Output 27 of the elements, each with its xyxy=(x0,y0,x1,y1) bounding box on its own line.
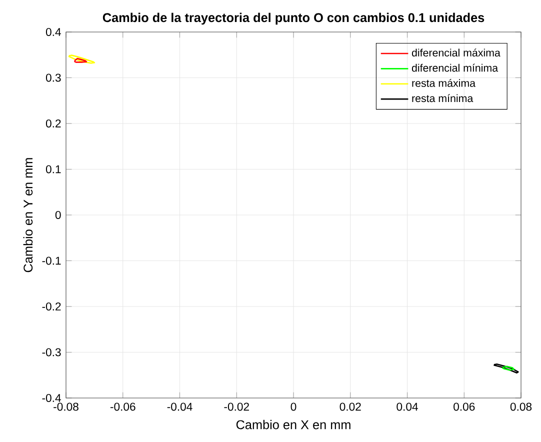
y-tick-label: -0.2 xyxy=(42,302,61,311)
legend-label: resta máxima xyxy=(412,78,476,87)
x-tick-label: 0 xyxy=(290,402,296,411)
legend-label: resta mínima xyxy=(412,94,474,102)
y-axis-title: Cambio en Y en mm xyxy=(23,158,33,272)
x-tick-label: 0.04 xyxy=(396,402,418,411)
x-tick-label: -0.06 xyxy=(110,402,136,411)
x-tick-label: -0.04 xyxy=(167,402,192,411)
x-tick-label: -0.02 xyxy=(224,402,249,411)
line-series xyxy=(68,54,96,64)
x-tick-label: 0.02 xyxy=(340,402,361,411)
y-tick-label: 0 xyxy=(55,210,61,219)
legend-label: diferencial mínima xyxy=(412,64,498,72)
y-tick-label: 0.4 xyxy=(46,28,61,36)
x-tick-label: 0.06 xyxy=(454,402,475,411)
y-tick-label: 0.1 xyxy=(46,165,61,174)
y-tick-label: 0.2 xyxy=(46,119,61,128)
x-tick-label: 0.08 xyxy=(510,402,532,411)
line-series xyxy=(493,363,519,374)
y-tick-label: -0.3 xyxy=(42,348,61,356)
x-axis-title: Cambio en X en mm xyxy=(236,420,350,430)
chart-title: Cambio de la trayectoria del punto O con cambios 0.1 unidades xyxy=(102,12,484,25)
y-tick-label: -0.1 xyxy=(42,256,61,265)
x-tick-label: -0.08 xyxy=(54,402,78,411)
legend-label: diferencial máxima xyxy=(412,48,500,57)
y-tick-label: -0.4 xyxy=(42,394,61,402)
y-tick-label: 0.3 xyxy=(46,74,61,82)
